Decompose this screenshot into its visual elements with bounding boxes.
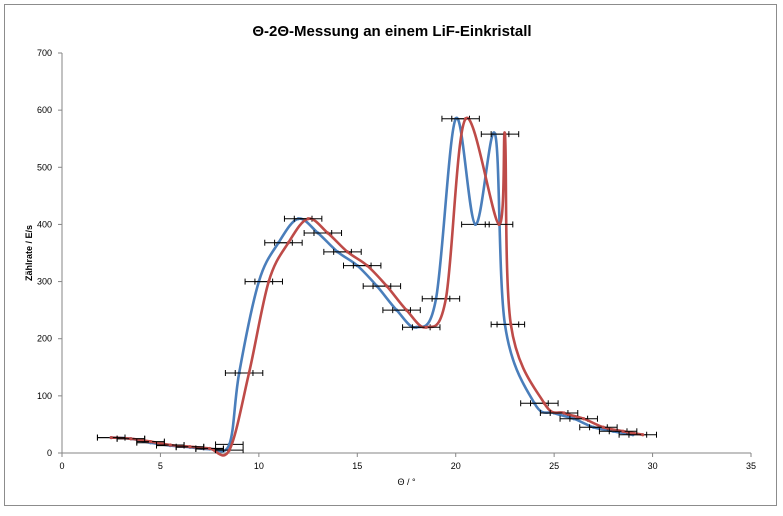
x-tick-label: 35 [746,461,756,471]
data-point [109,435,113,440]
series-1 [96,115,648,453]
data-point [503,132,507,136]
data-point [345,250,350,254]
y-tick-label: 200 [37,334,52,344]
x-tick-label: 5 [158,461,163,471]
data-point [385,284,389,288]
data-point [326,231,330,235]
data-point [148,439,153,444]
data-point [208,446,212,451]
y-axis-label: Zählrate / E/s [24,225,34,281]
y-tick-label: 700 [37,48,52,58]
y-tick-label: 300 [37,277,52,287]
data-point [444,297,448,301]
x-axis-label: Θ / ° [397,477,416,487]
chart-title: Θ-2Θ-Messung an einem LiF-Einkristall [252,23,531,40]
data-point [129,437,133,441]
y-tick-label: 600 [37,105,52,115]
data-point [286,241,290,245]
data-point [601,425,605,429]
data-point [424,325,428,329]
x-tick-label: 25 [549,461,559,471]
data-point [582,417,586,421]
data-point [267,279,271,284]
axes [61,53,751,454]
x-tick-label: 0 [59,461,64,471]
x-tick-label: 15 [352,461,362,471]
data-point [621,429,625,433]
series-line [111,116,634,453]
data-point [168,443,172,447]
x-tick-label: 10 [254,461,264,471]
data-point [188,445,192,449]
x-tick-label: 30 [648,461,658,471]
series-layer [96,115,658,457]
data-point [562,411,566,415]
y-tick-label: 500 [37,162,52,172]
data-point [497,222,501,227]
data-point [404,308,409,312]
y-tick-label: 0 [47,448,52,458]
data-point [473,222,477,227]
tick-labels: 0 5 10 15 20 25 30 35 0 100 200 300 400 500 600 700 [37,48,756,471]
series-2 [96,115,658,457]
data-point [306,217,310,221]
y-tick-label: 400 [37,219,52,229]
chart-frame [4,4,777,506]
y-tick-label: 100 [37,391,52,401]
data-point [641,433,645,437]
data-point [542,401,546,405]
data-point [365,263,369,268]
x-tick-label: 20 [451,461,461,471]
data-point [509,322,513,327]
data-point [247,371,251,375]
data-point [227,448,231,452]
data-point [463,117,468,121]
